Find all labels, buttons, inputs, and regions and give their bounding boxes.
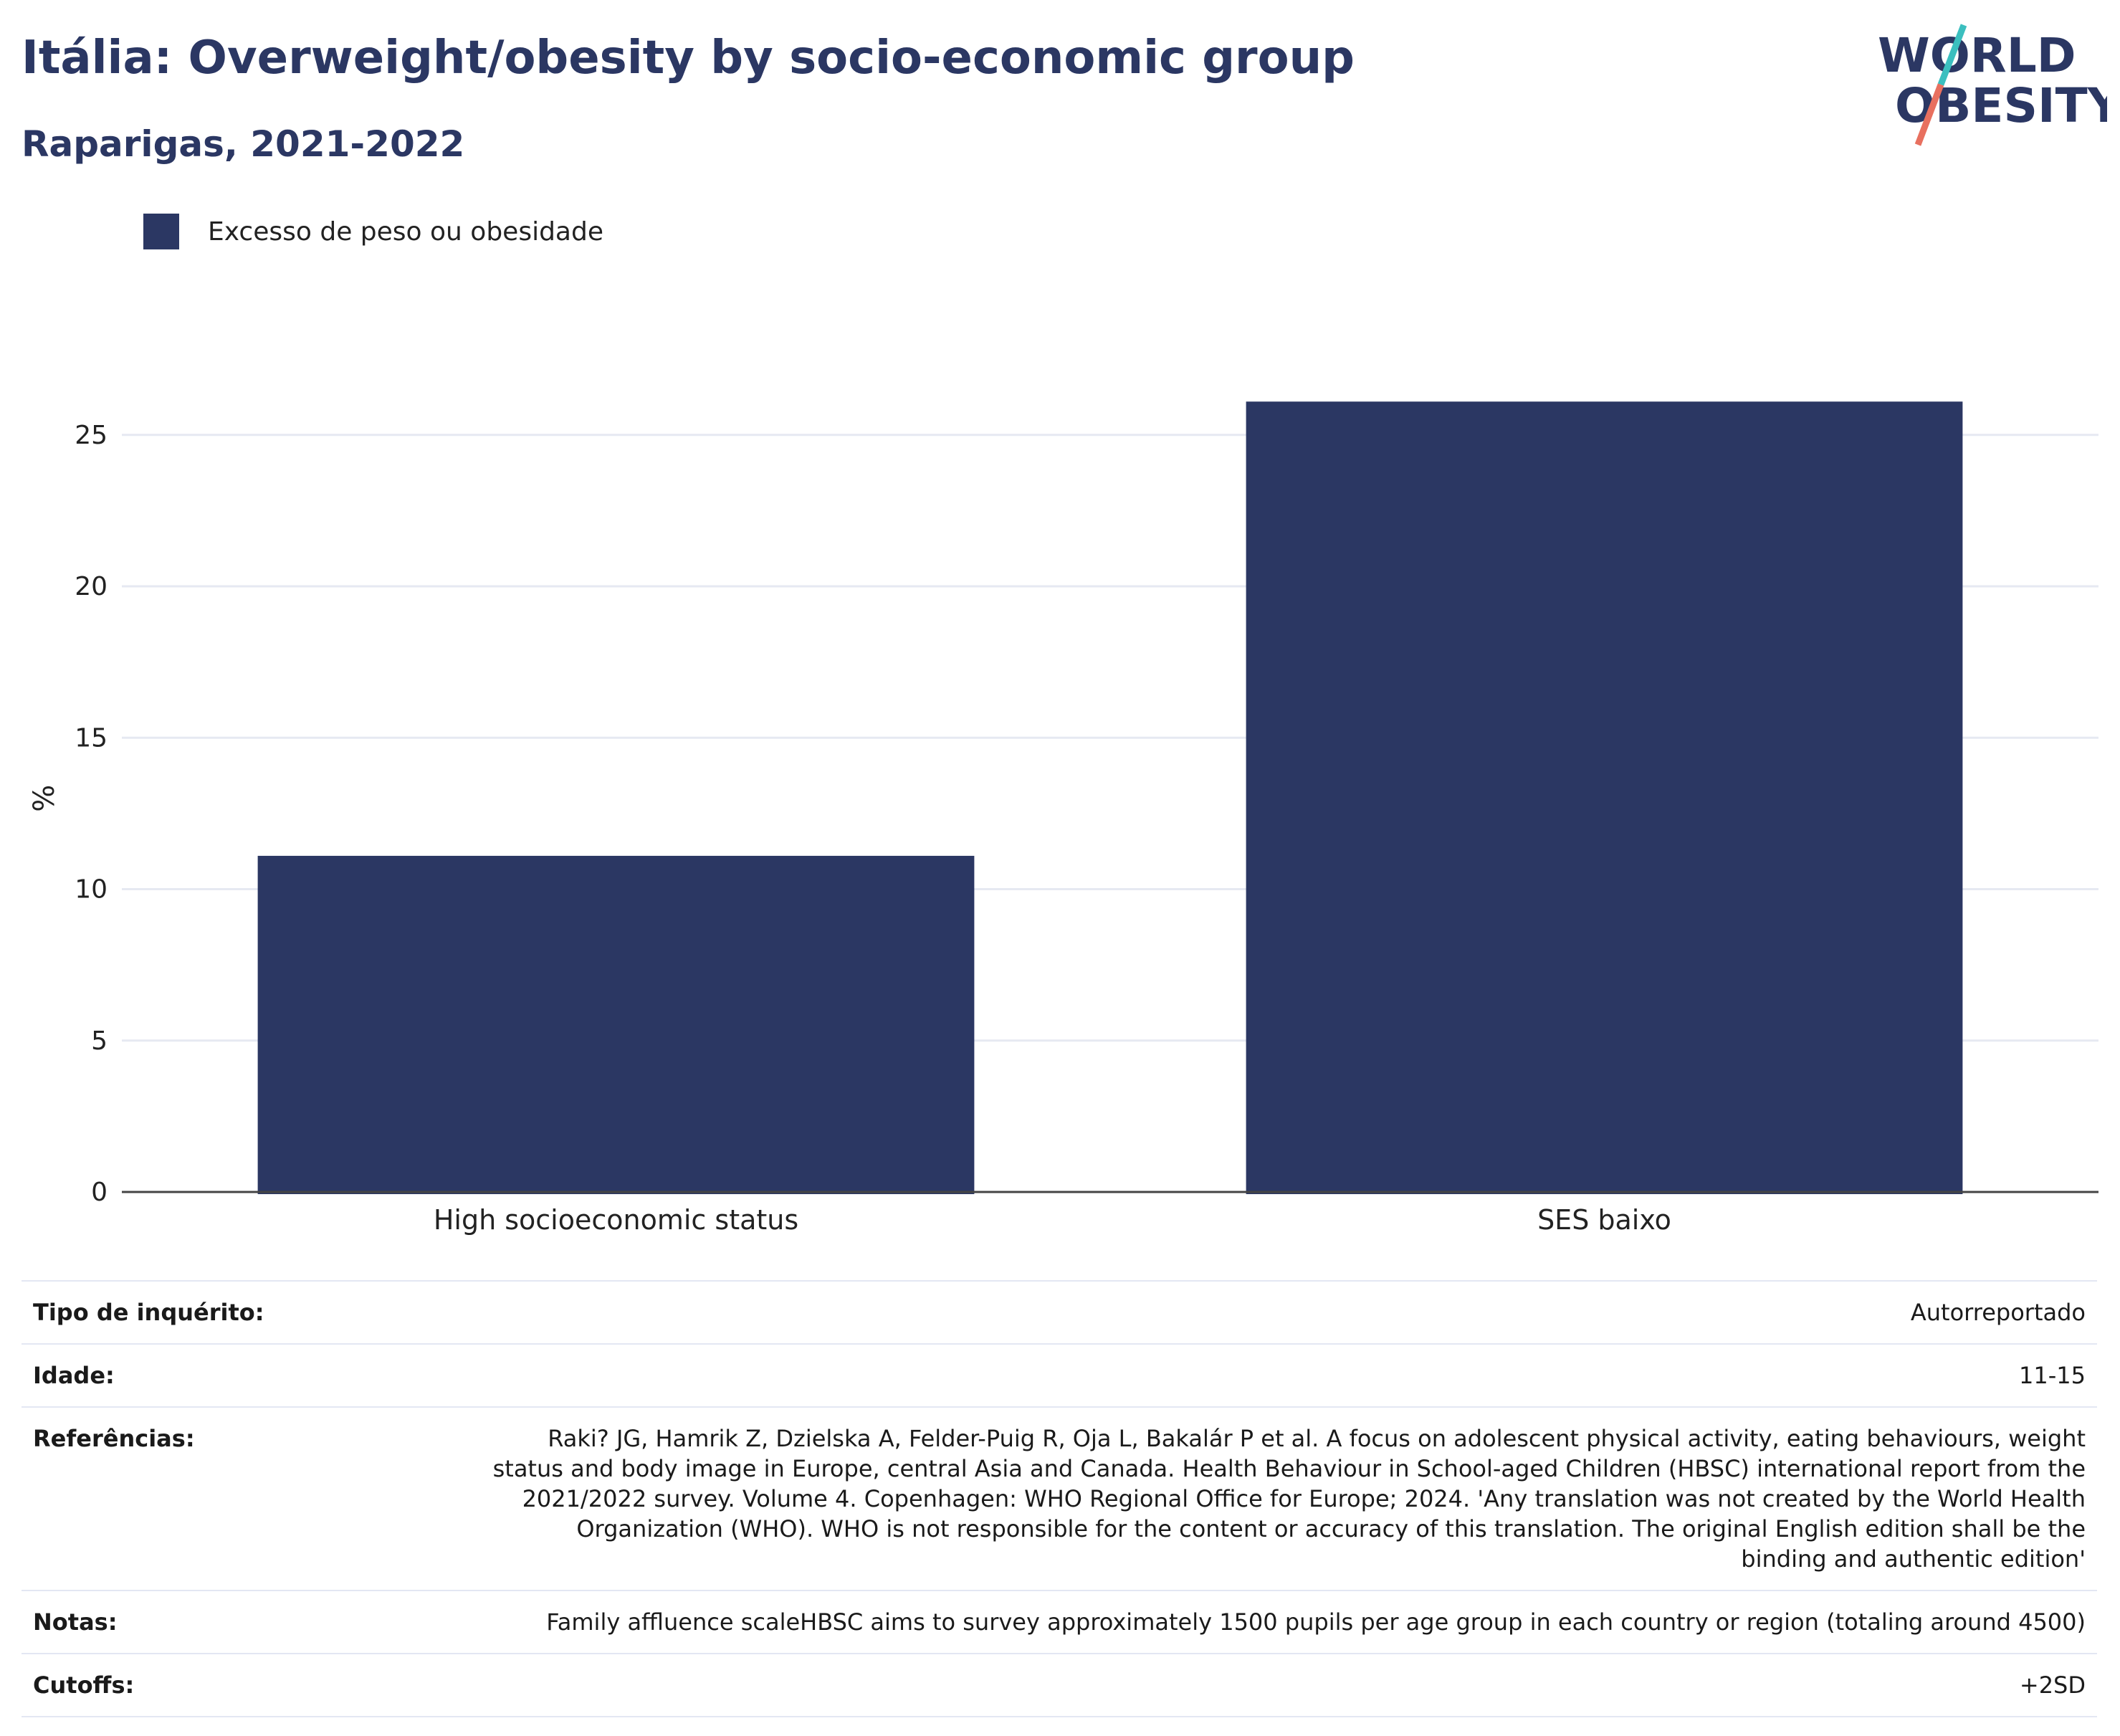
metadata-row: Tipo de inquérito: Autorreportado xyxy=(22,1280,2097,1344)
y-tick-label: 10 xyxy=(75,875,108,905)
metadata-value: 11-15 xyxy=(474,1343,2097,1407)
legend-swatch xyxy=(143,214,179,249)
y-tick-label: 15 xyxy=(75,723,108,753)
legend: Excesso de peso ou obesidade xyxy=(143,214,603,249)
x-tick-label: SES baixo xyxy=(1537,1204,1671,1236)
metadata-value: Family affluence scaleHBSC aims to surve… xyxy=(474,1590,2097,1654)
y-tick-label: 25 xyxy=(75,421,108,450)
metadata-key: Referências: xyxy=(22,1406,474,1590)
metadata-key: Idade: xyxy=(22,1343,474,1407)
chart-subtitle: Raparigas, 2021-2022 xyxy=(22,123,465,165)
chart-title: Itália: Overweight/obesity by socio-econ… xyxy=(22,32,1355,85)
y-axis-label: % xyxy=(28,785,61,812)
metadata-value: Autorreportado xyxy=(474,1280,2097,1344)
logo-slash-teal xyxy=(1937,24,1967,86)
metadata-value: +2SD xyxy=(474,1653,2097,1717)
metadata-key: Tipo de inquérito: xyxy=(22,1280,474,1344)
bar xyxy=(1246,401,1963,1194)
logo-line1: WORLD xyxy=(1878,28,2076,83)
bar xyxy=(257,856,975,1194)
legend-label: Excesso de peso ou obesidade xyxy=(208,216,603,247)
y-tick-label: 20 xyxy=(75,572,108,601)
bar-chart: 0 5 10 15 20 25% High socioeconomic status SES … xyxy=(28,401,2098,1236)
logo-slash-coral xyxy=(1914,83,1944,146)
metadata-key: Cutoffs: xyxy=(22,1653,474,1717)
y-tick-label: 5 xyxy=(91,1026,108,1056)
metadata-row: Notas: Family affluence scaleHBSC aims to… xyxy=(22,1590,2097,1654)
metadata-key: Notas: xyxy=(22,1590,474,1654)
metadata-row: Cutoffs: +2SD xyxy=(22,1653,2097,1717)
metadata-table: Tipo de inquérito: Autorreportado Idade: 11… xyxy=(22,1280,2097,1717)
metadata-row: Referências: Raki? JG, Hamrik Z, Dzielska… xyxy=(22,1406,2097,1590)
world-obesity-logo: WORLD OBESITY xyxy=(1878,24,2107,146)
metadata-value: Raki? JG, Hamrik Z, Dzielska A, Felder-P… xyxy=(474,1406,2097,1590)
metadata-row: Idade: 11-15 xyxy=(22,1343,2097,1407)
y-tick-label: 0 xyxy=(91,1178,108,1207)
x-tick-label: High socioeconomic status xyxy=(434,1204,798,1236)
